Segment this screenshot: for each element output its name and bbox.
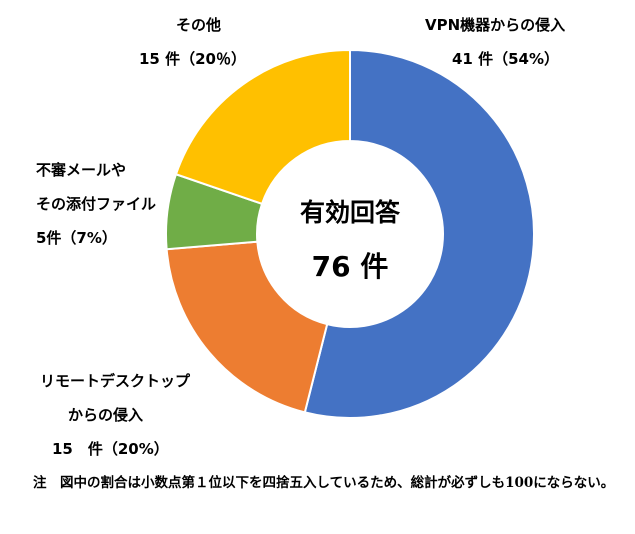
center-title: 有効回答	[299, 198, 400, 227]
label-mail-name-2: その添付ファイル	[36, 195, 157, 213]
center-value: 76 件	[311, 250, 389, 283]
label-other-name: その他	[176, 16, 222, 34]
label-rdp-name-2: からの侵入	[68, 406, 144, 424]
label-rdp-value: 15 件（20%）	[52, 440, 169, 458]
label-vpn-name: VPN機器からの侵入	[425, 16, 566, 34]
donut-slice-0	[303, 48, 535, 419]
label-other-value: 15 件（20％）	[139, 50, 246, 68]
donut-slice-3	[174, 48, 351, 206]
label-vpn-value: 41 件（54%）	[452, 50, 559, 68]
footnote: 注 図中の割合は小数点第１位以下を四捨五入しているため、総計が必ずしも100にな…	[33, 475, 615, 491]
label-rdp-name-1: リモートデスクトップ	[40, 372, 191, 390]
donut-slice-1	[165, 240, 329, 414]
label-mail-value: 5件（7%）	[36, 229, 117, 247]
label-mail-name-1: 不審メールや	[36, 161, 127, 179]
